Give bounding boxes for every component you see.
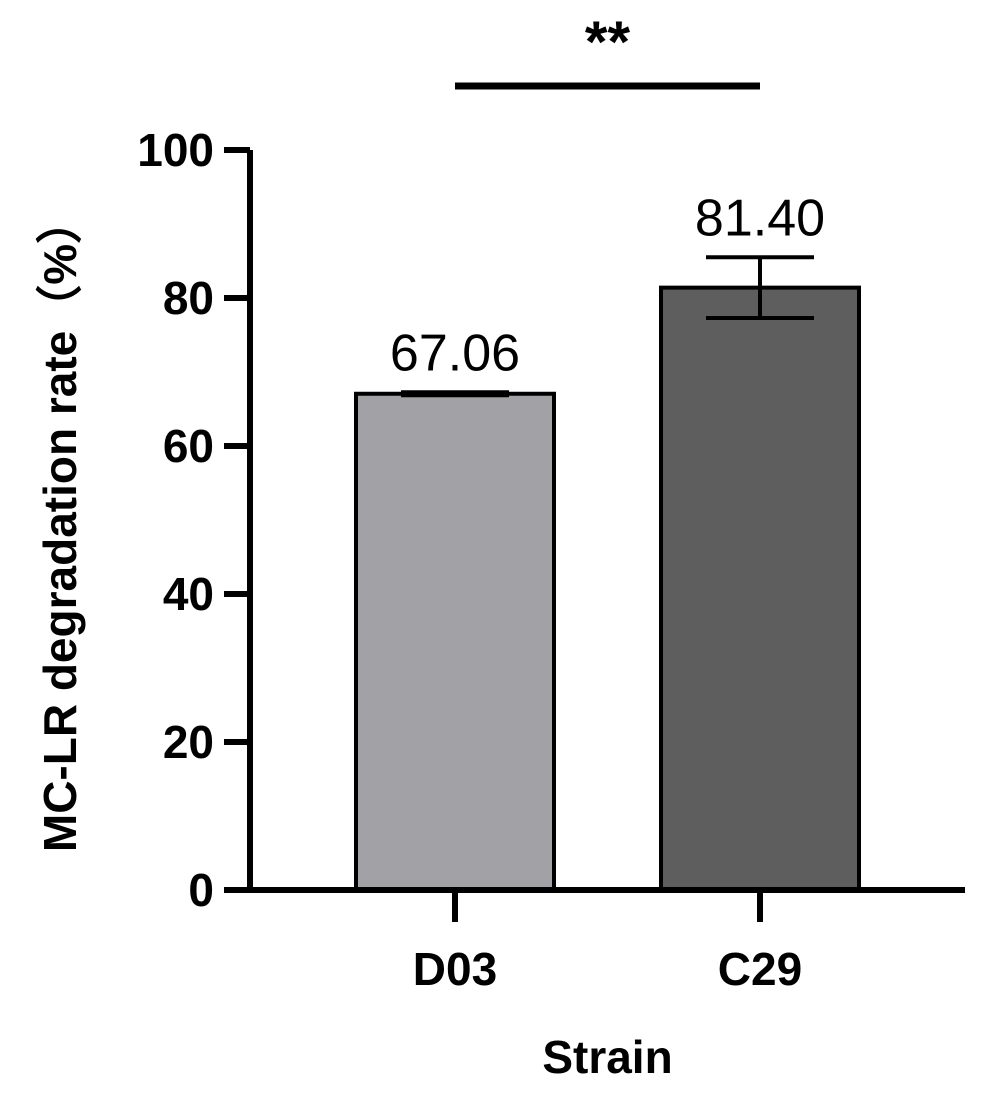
data-label-c29: 81.40 <box>695 189 825 247</box>
error-bars-group <box>401 255 814 398</box>
bar-c29 <box>659 285 861 892</box>
y-axis-title: MC-LR degradation rate（%） <box>34 198 86 852</box>
y-tick-label-0: 0 <box>188 864 214 916</box>
significance-annotation: ** <box>455 10 760 90</box>
y-tick-label-100: 100 <box>137 124 214 176</box>
significance-label: ** <box>585 10 631 75</box>
data-label-d03: 67.06 <box>390 324 520 382</box>
x-axis-title: Strain <box>542 1031 672 1083</box>
bar-d03 <box>354 391 556 892</box>
y-tick-label-80: 80 <box>163 272 214 324</box>
y-tick-label-40: 40 <box>163 568 214 620</box>
bars-group <box>354 285 861 892</box>
y-tick-label-60: 60 <box>163 420 214 472</box>
x-tick-label-c29: C29 <box>718 943 802 995</box>
x-tick-label-d03: D03 <box>413 943 497 995</box>
y-tick-label-20: 20 <box>163 716 214 768</box>
data-labels-group: 67.06 81.40 <box>390 189 825 382</box>
plot-area: 67.06 81.40 <box>354 189 861 892</box>
y-axis: 0 20 40 60 80 100 <box>137 124 253 916</box>
x-axis: D03 C29 <box>247 887 965 995</box>
